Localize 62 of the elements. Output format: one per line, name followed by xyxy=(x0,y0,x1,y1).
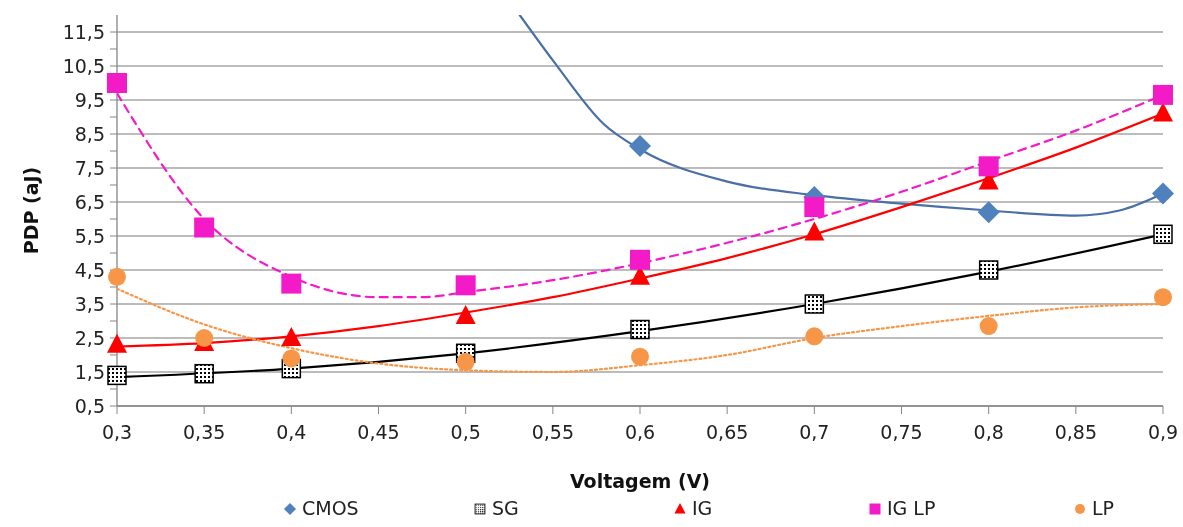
point xyxy=(281,273,302,294)
y-tick-label: 4,5 xyxy=(74,258,105,281)
point xyxy=(195,329,214,347)
y-tick-label: 2,5 xyxy=(74,326,105,349)
point xyxy=(194,363,214,384)
point xyxy=(456,352,475,371)
x-tick-label: 0,3 xyxy=(101,421,133,443)
point xyxy=(281,327,302,346)
x-tick-label: 0,55 xyxy=(531,421,574,443)
y-tick-label: 3,5 xyxy=(74,292,105,315)
legend-label: IG LP xyxy=(887,497,936,519)
point xyxy=(107,365,127,386)
point xyxy=(1153,84,1173,105)
point xyxy=(1153,224,1173,245)
y-tick-label: 6,5 xyxy=(74,190,105,213)
y-tick-label: 11,5 xyxy=(62,20,105,43)
x-tick-label: 0,35 xyxy=(183,421,226,443)
legend-label: SG xyxy=(492,497,519,519)
x-tick-label: 0,6 xyxy=(624,421,656,443)
x-tick-label: 0,4 xyxy=(276,421,307,443)
y-tick-label: 9,5 xyxy=(74,88,105,111)
y-tick-label: 8,5 xyxy=(74,122,105,145)
y-tick-label: 7,5 xyxy=(74,156,105,179)
x-tick-label: 0,8 xyxy=(973,421,1004,443)
point xyxy=(455,275,476,296)
point xyxy=(630,319,650,340)
point xyxy=(108,267,126,286)
point xyxy=(282,349,301,368)
x-tick-label: 0,9 xyxy=(1147,421,1179,443)
point xyxy=(804,221,825,241)
point xyxy=(629,134,651,157)
legend-label: LP xyxy=(1092,497,1115,519)
point xyxy=(455,304,476,324)
point xyxy=(979,317,998,336)
x-tick-label: 0,7 xyxy=(799,421,830,443)
point xyxy=(804,197,825,218)
y-tick-label: 1,5 xyxy=(74,360,105,383)
legend-label: IG xyxy=(692,497,713,519)
point xyxy=(1153,102,1173,122)
y-axis-title: PDP (aJ) xyxy=(20,166,42,255)
point xyxy=(194,217,215,238)
point xyxy=(1154,288,1172,307)
y-tick-label: 5,5 xyxy=(74,224,105,247)
point xyxy=(805,327,824,346)
x-axis-title: Voltagem (V) xyxy=(569,470,711,492)
y-tick-label: 10,5 xyxy=(62,54,105,77)
point xyxy=(804,294,825,314)
y-tick-label: 0,5 xyxy=(74,394,105,417)
legend-label: CMOS xyxy=(302,497,359,519)
point xyxy=(978,260,999,280)
x-tick-label: 0,45 xyxy=(357,421,400,443)
x-tick-label: 0,65 xyxy=(706,421,749,443)
x-tick-label: 0,5 xyxy=(450,421,481,443)
point xyxy=(977,201,1000,224)
point xyxy=(1152,182,1174,205)
point xyxy=(107,73,127,93)
point xyxy=(107,333,127,353)
point xyxy=(978,156,999,177)
point xyxy=(630,249,650,270)
x-tick-label: 0,75 xyxy=(880,421,923,443)
x-tick-label: 0,85 xyxy=(1054,421,1097,443)
point xyxy=(631,347,649,366)
